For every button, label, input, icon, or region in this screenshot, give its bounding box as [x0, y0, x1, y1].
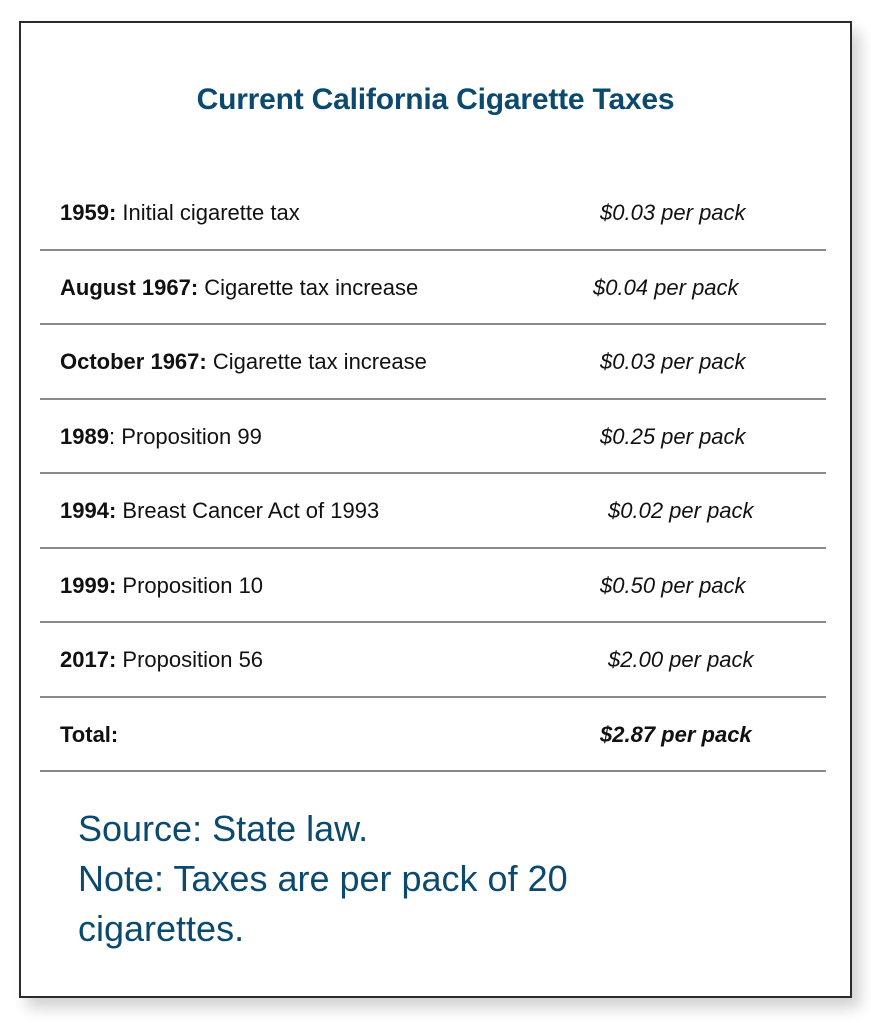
row-label: 1999: Proposition 10 [60, 573, 263, 599]
pack-note-line-2: cigarettes. [78, 908, 245, 949]
row-date: 1989 [60, 423, 109, 449]
total-label-text: Total: [60, 721, 119, 747]
row-description: Breast Cancer Act of 1993 [116, 498, 380, 523]
row-date-suffix: : [108, 423, 122, 449]
row-date: 1959: [60, 200, 117, 225]
row-label: 1994: Breast Cancer Act of 1993 [60, 498, 379, 524]
table-row: October 1967: Cigarette tax increase $0.… [40, 325, 826, 400]
row-label: October 1967: Cigarette tax increase [60, 349, 427, 375]
row-date: October 1967: [60, 349, 207, 374]
row-date: 2017: [60, 647, 117, 672]
table-title: Current California Cigarette Taxes [196, 83, 675, 116]
total-row: Total: $2.87 per pack [40, 698, 826, 772]
row-date: 1999: [60, 572, 117, 598]
row-amount: $0.25 per pack [600, 423, 746, 449]
row-amount: $0.02 per pack [608, 498, 754, 523]
row-description: Initial cigarette tax [116, 200, 300, 225]
source-note: Source: State law. [78, 808, 369, 849]
row-amount: $0.50 per pack [600, 572, 746, 598]
row-description: Proposition 56 [116, 647, 264, 672]
total-label: Total: [60, 722, 118, 748]
table-row: 1959: Initial cigarette tax $0.03 per pa… [40, 176, 826, 251]
table-row: 2017: Proposition 56 $2.00 per pack [40, 623, 826, 698]
row-amount: $0.03 per pack [600, 349, 746, 374]
tax-rows: 1959: Initial cigarette tax $0.03 per pa… [40, 176, 826, 772]
pack-note-line-1: Note: Taxes are per pack of 20 [78, 858, 568, 899]
total-amount: $2.87 per pack [600, 721, 752, 747]
row-date: August 1967: [60, 274, 199, 300]
table-row: August 1967: Cigarette tax increase $0.0… [40, 251, 826, 325]
row-label: 1959: Initial cigarette tax [60, 200, 300, 226]
row-amount: $0.03 per pack [600, 200, 746, 225]
row-description: Proposition 10 [116, 572, 264, 598]
row-label: August 1967: Cigarette tax increase [60, 275, 418, 301]
table-row: 1999: Proposition 10 $0.50 per pack [40, 549, 826, 623]
table-row: 1989: Proposition 99 $0.25 per pack [40, 400, 826, 474]
row-label: 1989: Proposition 99 [60, 424, 262, 450]
row-amount: $0.04 per pack [593, 274, 739, 300]
footnote: Source: State law. Note: Taxes are per p… [78, 804, 568, 954]
row-description: Cigarette tax increase [206, 349, 427, 374]
row-amount: $2.00 per pack [608, 647, 754, 672]
row-label: 2017: Proposition 56 [60, 647, 263, 673]
tax-table-card: Current California Cigarette Taxes 1959:… [19, 21, 852, 998]
table-row: 1994: Breast Cancer Act of 1993 $0.02 pe… [40, 474, 826, 549]
row-date: 1994: [60, 498, 117, 523]
row-description: Proposition 99 [121, 423, 262, 449]
row-description: Cigarette tax increase [198, 274, 419, 300]
